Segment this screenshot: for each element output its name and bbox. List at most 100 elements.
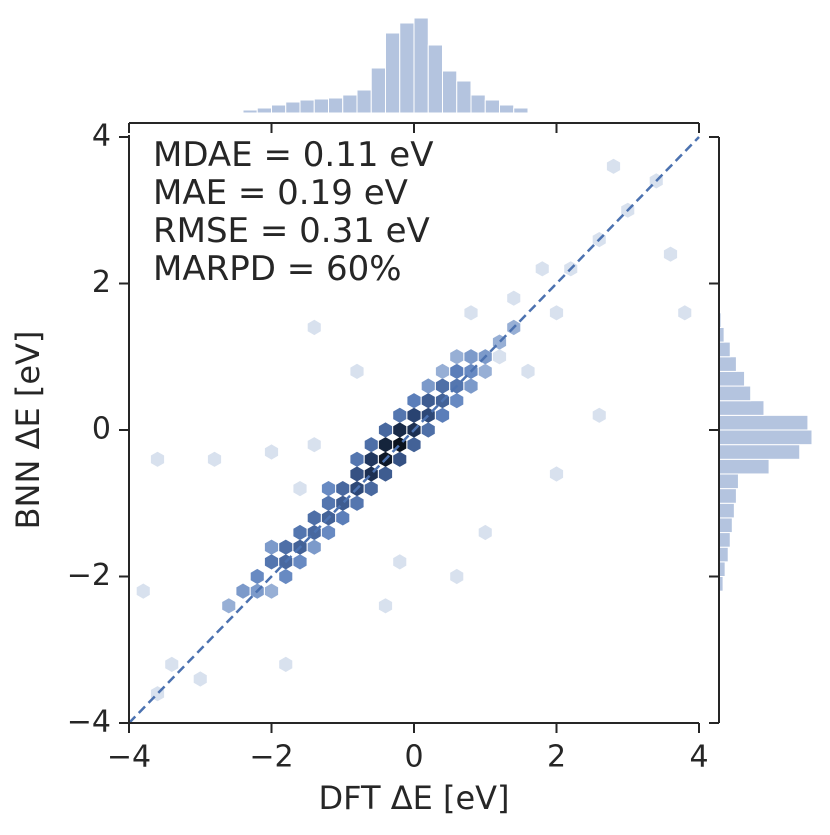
hex-bin [464, 305, 478, 321]
y-tick-label: −4 [67, 705, 111, 740]
x-tick-label: 4 [689, 740, 708, 775]
hex-bin [364, 451, 378, 467]
hex-bin [450, 393, 464, 409]
hex-bin [293, 524, 307, 541]
annotation: RMSE = 0.31 eV [153, 211, 430, 251]
hex-bin [663, 246, 678, 262]
hex-bin [279, 568, 293, 585]
hex-bin [421, 378, 435, 394]
hex-bin [393, 407, 407, 423]
hex-bin [407, 437, 421, 453]
hex-bin [521, 363, 535, 379]
histogram-bar [456, 80, 472, 114]
hex-bin [321, 495, 336, 511]
hex-bin [464, 349, 478, 365]
annotation: MARPD = 60% [153, 249, 402, 289]
hex-bin [450, 363, 464, 379]
hex-bin [279, 539, 293, 555]
hex-bin [678, 305, 692, 321]
hex-bin [307, 437, 321, 453]
y-tick-label: 4 [92, 119, 111, 154]
hex-bin [336, 481, 350, 497]
x-tick-label: 2 [547, 740, 566, 775]
histogram-bar [717, 370, 746, 387]
hex-bin [350, 466, 364, 482]
hex-bin [606, 158, 621, 174]
histogram-bar [717, 429, 813, 446]
hex-bin [207, 451, 222, 467]
histogram-bar [385, 32, 401, 114]
x-tick-label: 0 [404, 740, 423, 775]
hex-bin [478, 524, 492, 541]
hex-bin [307, 510, 321, 526]
hex-bin [264, 554, 279, 570]
histogram-bar [256, 107, 272, 114]
hex-bin [264, 583, 279, 599]
x-tick-label: −4 [107, 740, 151, 775]
hex-bin [307, 319, 321, 336]
hex-bin [264, 539, 279, 555]
hex-bin [407, 407, 421, 423]
hex-bin [393, 451, 407, 467]
histogram-bar [242, 109, 258, 114]
hex-bin [492, 349, 507, 365]
histogram-bar [313, 98, 329, 114]
histogram-bar [356, 89, 372, 114]
hex-bin [264, 444, 279, 460]
hex-bin [450, 349, 464, 365]
histogram-bar [399, 22, 415, 114]
hex-bin [421, 393, 435, 409]
hex-bin [435, 363, 450, 379]
hex-bin [150, 451, 165, 467]
histogram-bar [413, 17, 429, 114]
histogram-bar [717, 517, 733, 534]
histogram-bar [328, 97, 344, 114]
histogram-bar [499, 104, 515, 114]
y-tick-label: −2 [67, 558, 111, 593]
histogram-bar [342, 94, 358, 114]
hex-bin [378, 437, 393, 453]
diagonal-line [128, 136, 700, 724]
histogram-bar [442, 70, 458, 114]
hex-bin [464, 378, 478, 394]
hex-bin [549, 305, 564, 321]
hex-bin [478, 363, 492, 379]
histogram-bar [717, 385, 752, 402]
annotation: MDAE = 0.11 eV [153, 135, 433, 175]
histogram-bar [717, 356, 737, 372]
x-axis-label: DFT ΔE [eV] [318, 779, 509, 817]
hex-bin [136, 583, 150, 599]
hex-bin [293, 554, 307, 570]
hex-bin [421, 422, 435, 438]
histogram-bar [271, 104, 287, 114]
histogram-bar [285, 101, 301, 114]
hex-bin [250, 568, 264, 585]
histogram-bar [370, 67, 386, 114]
hex-bin [393, 554, 407, 570]
hex-bin [350, 451, 364, 467]
hex-bin [236, 583, 250, 599]
hex-bin [193, 671, 207, 687]
hex-bin [222, 598, 236, 614]
histogram-bar [717, 488, 737, 504]
histogram-bar [470, 94, 486, 114]
hex-bin [507, 290, 521, 306]
x-tick-label: −2 [249, 740, 293, 775]
histogram-bar [299, 99, 315, 114]
histogram-bar [717, 414, 809, 431]
hex-bin [378, 466, 393, 482]
y-tick-label: 0 [92, 412, 111, 447]
histogram-bar [717, 444, 801, 460]
hex-bin [350, 363, 364, 379]
hex-bin [592, 407, 606, 423]
hex-bin [279, 656, 293, 672]
hex-bin [350, 495, 364, 511]
histogram-bar [513, 107, 529, 114]
histogram-bar [717, 400, 765, 416]
histogram-bar [717, 502, 735, 519]
hex-bin [450, 568, 464, 585]
hex-bin [364, 481, 378, 497]
hex-bin [307, 539, 321, 555]
histogram-bar [484, 99, 500, 114]
